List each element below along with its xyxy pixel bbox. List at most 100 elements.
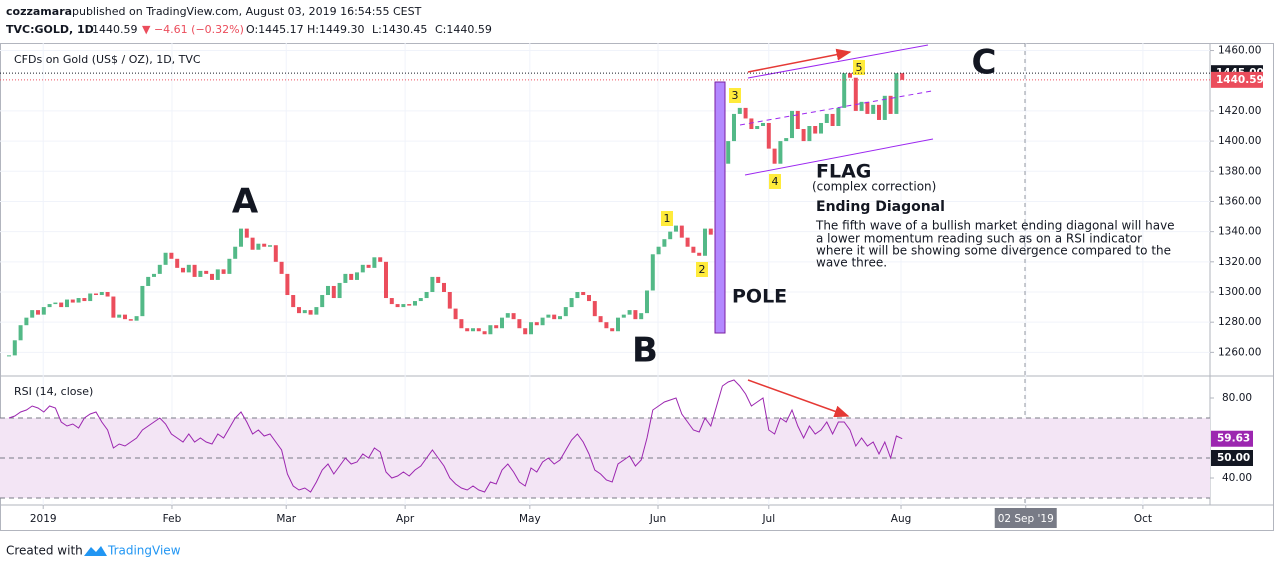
pole-rect	[714, 81, 726, 334]
candle	[122, 314, 127, 320]
candle	[186, 264, 191, 273]
candle	[702, 228, 707, 256]
price-badge-label: 1440.59	[1216, 74, 1264, 86]
y-tick-label: 40.00	[1222, 472, 1252, 484]
candle	[35, 310, 40, 315]
candle	[656, 246, 661, 255]
candle	[888, 95, 893, 114]
candle	[325, 285, 330, 296]
y-tick-label: 1300.00	[1218, 286, 1261, 298]
candle	[807, 126, 812, 142]
candle	[192, 264, 197, 277]
candle	[204, 270, 209, 274]
change: ▼ −4.61 (−0.32%)	[142, 23, 244, 36]
candle	[53, 302, 58, 305]
body-line: where it will be showing some divergence…	[816, 244, 1171, 258]
candle	[540, 317, 545, 326]
candle	[256, 243, 261, 250]
candle	[424, 292, 429, 299]
candle	[650, 254, 655, 291]
candle	[279, 261, 284, 274]
candle	[320, 295, 325, 308]
candle	[882, 95, 887, 120]
y-tick-label: 1460.00	[1218, 45, 1261, 57]
high: H:1449.30	[307, 23, 364, 36]
candle	[273, 245, 278, 262]
candle	[215, 269, 220, 280]
candle	[876, 104, 881, 120]
candle	[459, 319, 464, 329]
wave-label: 3	[732, 89, 739, 102]
candle	[581, 292, 586, 296]
candle	[662, 239, 667, 247]
candle	[679, 225, 684, 238]
rsi-badge-label: 50.00	[1217, 452, 1250, 464]
candle	[552, 314, 557, 320]
candle	[99, 292, 104, 296]
y-tick-label: 1420.00	[1218, 105, 1261, 117]
candle	[627, 310, 632, 315]
footer-created: Created with	[6, 544, 83, 558]
label-c: C	[972, 43, 997, 83]
candle	[789, 110, 794, 139]
x-tick-label: Aug	[891, 513, 912, 525]
wave-labels: 1 2 3 4 5	[661, 60, 865, 277]
candle	[285, 273, 290, 296]
candle	[749, 118, 754, 130]
candle	[360, 264, 365, 273]
candle	[586, 295, 591, 302]
candle	[830, 113, 835, 126]
candle	[818, 122, 823, 134]
wave-box	[853, 60, 865, 75]
candle	[575, 292, 580, 299]
close: C:1440.59	[435, 23, 492, 36]
candle	[836, 107, 841, 126]
label-pole: POLE	[732, 286, 787, 308]
candle	[314, 307, 319, 315]
candle	[505, 313, 510, 318]
candle	[262, 243, 267, 247]
label-flag: FLAG	[816, 161, 871, 183]
candle	[737, 107, 742, 114]
candle	[639, 313, 644, 320]
candle	[117, 314, 122, 318]
candle	[93, 293, 98, 296]
x-tick-label: Feb	[163, 513, 182, 525]
candle	[169, 252, 174, 259]
candle	[372, 257, 377, 268]
candle	[64, 299, 69, 308]
wave-label: 1	[664, 212, 671, 225]
candle	[766, 122, 771, 149]
candle	[894, 73, 899, 114]
candle	[743, 107, 748, 119]
candle	[378, 257, 383, 262]
candle	[494, 325, 499, 329]
candle	[465, 328, 470, 332]
candle	[111, 296, 116, 318]
candle	[708, 228, 713, 235]
candle	[668, 231, 673, 240]
wave-box	[769, 174, 781, 189]
candle	[470, 328, 475, 332]
candle	[691, 246, 696, 253]
candle	[813, 126, 818, 134]
candle	[418, 298, 423, 302]
x-tick-label: Mar	[276, 513, 296, 525]
candle	[175, 258, 180, 268]
candle	[343, 273, 348, 283]
candle	[528, 322, 533, 335]
flag-mid	[739, 90, 933, 126]
y-tick-label: 1260.00	[1218, 346, 1261, 358]
y-tick-label: 80.00	[1222, 392, 1252, 404]
wave-box	[696, 262, 708, 277]
candle	[227, 258, 232, 274]
y-tick-label: 1380.00	[1218, 165, 1261, 177]
candle	[673, 225, 678, 232]
body-line: a lower momentum reading such as on a RS…	[816, 232, 1142, 246]
candle	[784, 138, 789, 142]
candle	[447, 292, 452, 309]
x-tick-label: May	[519, 513, 541, 525]
candle	[900, 73, 905, 80]
divergence-arrow	[747, 379, 850, 418]
candle	[865, 101, 870, 114]
